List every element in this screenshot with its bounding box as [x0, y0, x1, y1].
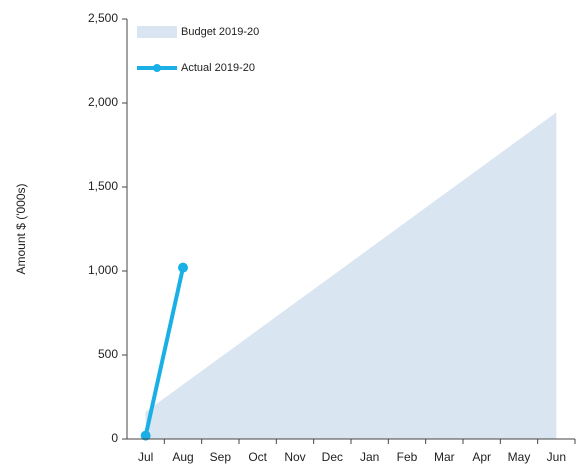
x-tick-label: Sep	[210, 450, 232, 464]
y-tick-label: 2,500	[88, 11, 118, 25]
legend-marker	[153, 64, 161, 72]
actual-marker	[140, 430, 151, 441]
x-tick-label: Aug	[172, 450, 193, 464]
x-tick-label: Feb	[397, 450, 418, 464]
x-tick-label: Nov	[284, 450, 305, 464]
x-tick-label: May	[508, 450, 531, 464]
x-tick-label: Jan	[360, 450, 379, 464]
x-tick-label: Jun	[547, 450, 566, 464]
y-tick-label: 500	[98, 347, 118, 361]
y-tick-label: 1,500	[88, 179, 118, 193]
y-tick-label: 0	[111, 431, 118, 445]
x-tick-label: Oct	[248, 450, 267, 464]
y-tick-label: 2,000	[88, 95, 118, 109]
x-tick-label: Jul	[138, 450, 153, 464]
legend-label: Budget 2019-20	[181, 26, 259, 38]
legend-swatch	[137, 26, 177, 38]
legend-label: Actual 2019-20	[181, 62, 255, 74]
actual-line	[143, 267, 185, 437]
x-tick-label: Mar	[434, 450, 455, 464]
y-tick-label: 1,000	[88, 263, 118, 277]
y-axis-label: Amount $ ('000s)	[14, 183, 28, 274]
budget-area	[145, 112, 557, 440]
actual-marker	[178, 262, 188, 273]
x-tick-label: Apr	[472, 450, 491, 464]
x-tick-label: Dec	[322, 450, 343, 464]
